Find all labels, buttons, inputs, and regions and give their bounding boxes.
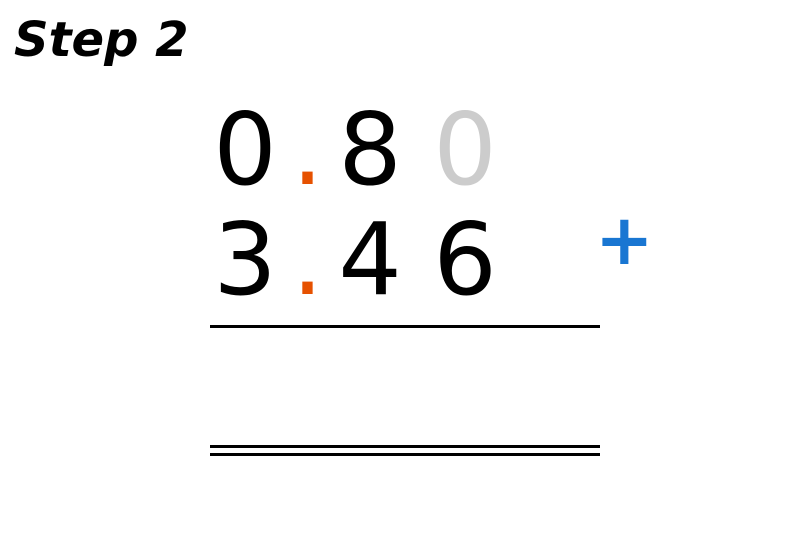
step-title: Step 2 bbox=[14, 12, 189, 68]
row1-ones-digit: 0 bbox=[200, 95, 290, 205]
row1-tenths-digit: 8 bbox=[325, 95, 415, 205]
row1-hundredths-digit-placeholder: 0 bbox=[420, 95, 510, 205]
row2-decimal-point: . bbox=[290, 205, 325, 315]
plus-icon: + bbox=[595, 185, 654, 295]
row2-tenths-digit: 4 bbox=[325, 205, 415, 315]
addend-row-2: 3 . 4 6 + bbox=[200, 205, 600, 315]
addend-row-1: 0 . 8 0 bbox=[200, 95, 600, 205]
addition-work-area: 0 . 8 0 3 . 4 6 + bbox=[200, 95, 600, 205]
answer-double-rule-bottom bbox=[210, 453, 600, 456]
row1-decimal-point: . bbox=[290, 95, 325, 205]
sum-rule bbox=[210, 325, 600, 328]
row2-ones-digit: 3 bbox=[200, 205, 290, 315]
answer-double-rule-top bbox=[210, 445, 600, 448]
row2-hundredths-digit: 6 bbox=[420, 205, 510, 315]
